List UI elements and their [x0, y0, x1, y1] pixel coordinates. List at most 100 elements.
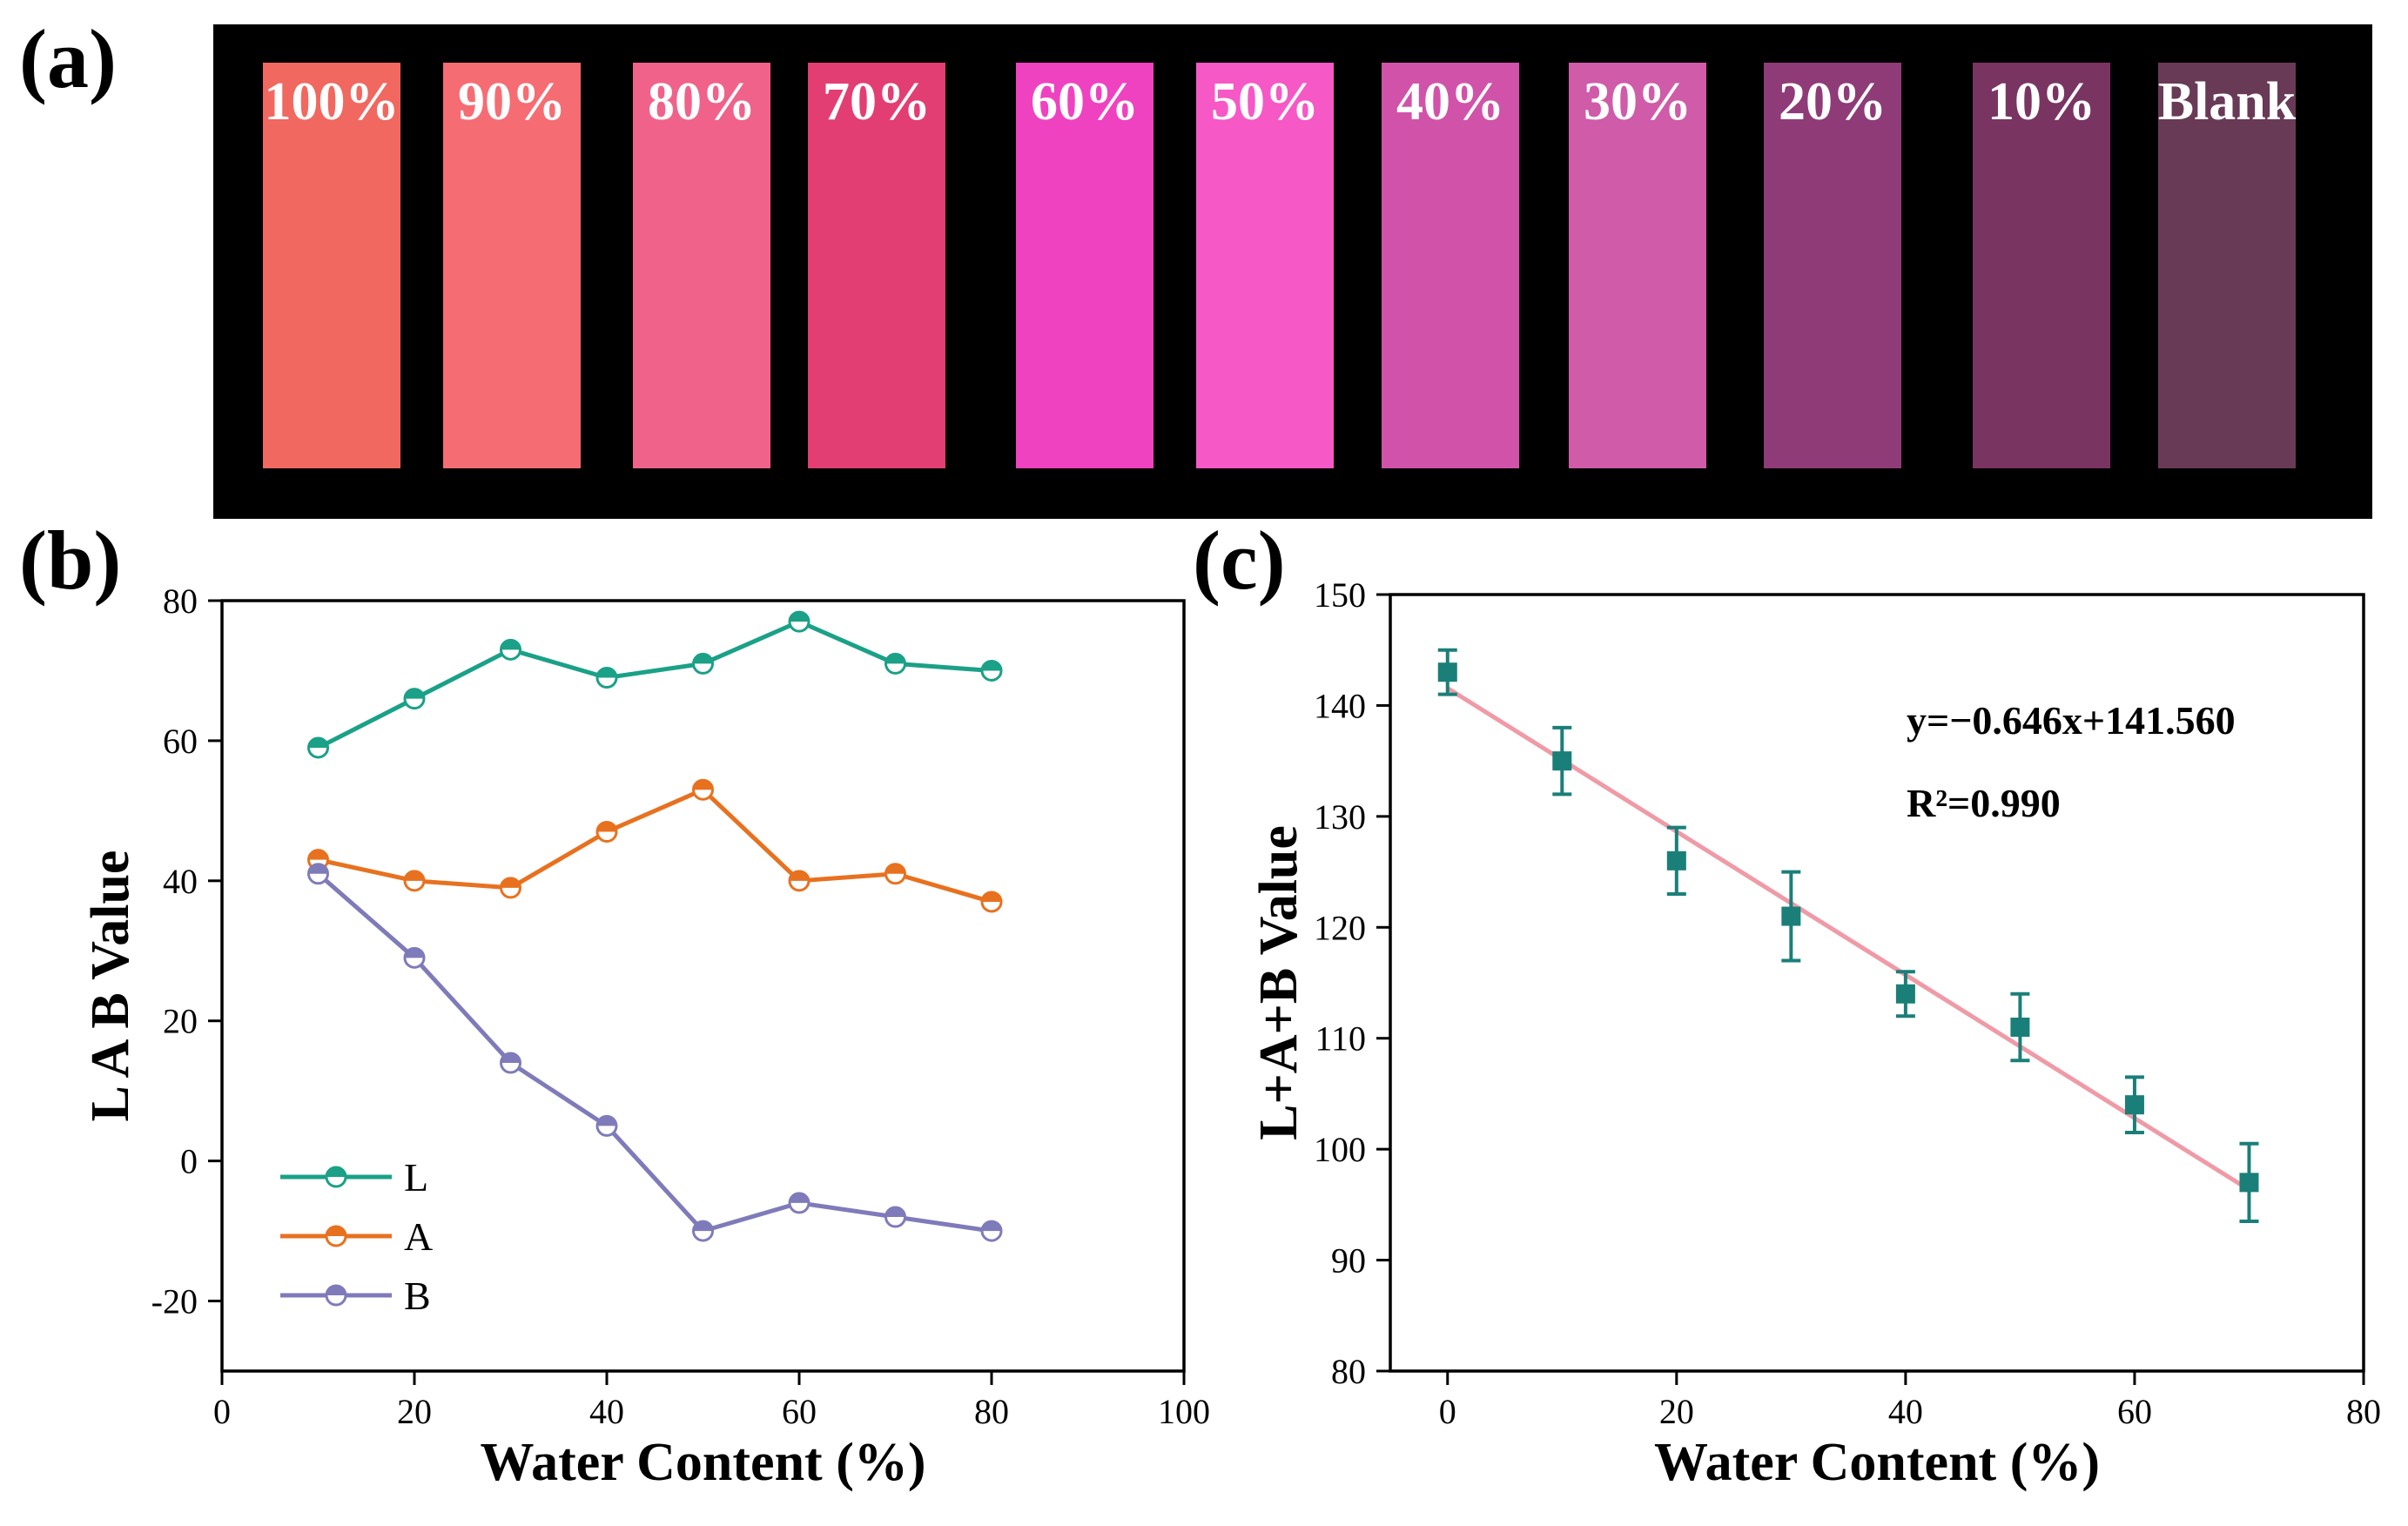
data-point	[2010, 992, 2030, 1063]
marker-fill	[326, 1167, 346, 1177]
x-tick-label: 60	[2117, 1392, 2152, 1431]
test-strip: 50%	[1196, 63, 1334, 468]
x-tick-label: 20	[1659, 1392, 1694, 1431]
marker-fill	[405, 948, 424, 958]
marker-fill	[790, 871, 809, 881]
legend-label: A	[404, 1214, 433, 1259]
data-point	[692, 1220, 714, 1242]
y-tick-label: 90	[1331, 1241, 1366, 1281]
y-tick-label: 130	[1314, 797, 1366, 837]
marker-fill	[597, 822, 616, 832]
data-point	[885, 1206, 906, 1228]
data-point	[980, 659, 1003, 682]
plot-frame	[220, 599, 1186, 1373]
y-tick-label: 20	[163, 1002, 198, 1041]
test-strip-photo: 100% 90% 80% 70% 60% 50% 40% 30% 20% 10% Blank	[213, 24, 2372, 519]
y-tick-label: 80	[163, 581, 198, 621]
data-point	[500, 638, 521, 661]
legend-label: B	[404, 1274, 431, 1318]
plot-frame	[1389, 593, 2365, 1373]
test-strip: Blank	[2158, 63, 2296, 468]
series-line-A	[317, 787, 992, 904]
data-point	[403, 870, 426, 892]
marker-fill	[982, 661, 1001, 671]
data-point	[788, 870, 811, 892]
fit-r-squared: R²=0.990	[1907, 781, 2061, 825]
strip-label: 20%	[1779, 72, 1887, 131]
data-point	[325, 1166, 347, 1188]
strip-label: 10%	[1988, 72, 2095, 131]
y-tick-label: 100	[1314, 1130, 1366, 1169]
x-axis-title: Water Content (%)	[1654, 1433, 2100, 1492]
marker-fill	[405, 689, 424, 699]
data-point	[980, 891, 1003, 913]
legend-label: L	[404, 1155, 428, 1200]
data-point	[307, 736, 329, 759]
data-point	[2239, 1141, 2259, 1223]
legend-item: B	[280, 1274, 431, 1318]
y-tick-label: 140	[1314, 686, 1366, 725]
data-point	[403, 946, 426, 969]
marker-fill	[885, 864, 905, 874]
strip-label: Blank	[2157, 72, 2297, 131]
x-tick-label: 40	[1888, 1392, 1923, 1431]
y-axis-title: L A B Value	[81, 850, 140, 1122]
y-tick-label: 110	[1315, 1019, 1366, 1059]
marker-fill	[885, 1207, 905, 1217]
test-strip: 80%	[633, 63, 770, 468]
strip-label: 50%	[1211, 72, 1319, 131]
data-point	[1781, 870, 1801, 963]
data-point	[595, 667, 618, 689]
square-marker	[2239, 1173, 2259, 1193]
marker-fill	[597, 668, 616, 678]
fit-line	[1446, 686, 2250, 1192]
data-point	[980, 1220, 1003, 1242]
strip-label: 40%	[1396, 72, 1504, 131]
square-marker	[1552, 751, 1572, 771]
panel-label-a: (a)	[19, 12, 117, 105]
data-point	[325, 1284, 347, 1307]
x-tick-label: 80	[2346, 1392, 2381, 1431]
data-point	[595, 1114, 618, 1137]
series-line-L	[317, 619, 992, 750]
test-strip: 40%	[1382, 63, 1519, 468]
y-tick-label: 40	[163, 862, 198, 901]
series-line-B	[316, 871, 992, 1234]
y-tick-label: 80	[1331, 1352, 1366, 1391]
strip-label: 30%	[1584, 72, 1692, 131]
panel-label-b: (b)	[19, 514, 122, 607]
data-point	[1666, 825, 1686, 897]
data-point	[1552, 725, 1572, 797]
test-strip: 20%	[1764, 63, 1901, 468]
strip-label: 70%	[823, 72, 931, 131]
x-tick-label: 60	[782, 1392, 817, 1431]
test-strip: 60%	[1016, 63, 1154, 468]
strip-label: 100%	[264, 72, 400, 131]
square-marker	[1781, 906, 1801, 926]
marker-fill	[790, 1193, 809, 1203]
legend-item: A	[280, 1214, 433, 1259]
data-point	[500, 1052, 521, 1074]
data-point	[788, 1192, 811, 1214]
square-marker	[1895, 984, 1915, 1004]
x-tick-label: 40	[589, 1392, 624, 1431]
y-tick-label: 60	[163, 722, 198, 761]
y-tick-label: 0	[180, 1142, 198, 1181]
x-tick-label: 100	[1158, 1392, 1210, 1431]
marker-fill	[885, 654, 905, 664]
marker-fill	[982, 1221, 1001, 1232]
panel-label-c: (c)	[1193, 514, 1286, 607]
square-marker	[2010, 1017, 2030, 1037]
test-strip: 90%	[443, 63, 581, 468]
marker-fill	[308, 737, 328, 748]
data-point	[403, 688, 426, 710]
strip-label: 80%	[648, 72, 756, 131]
marker-fill	[501, 1053, 521, 1063]
data-point	[885, 652, 906, 675]
data-point	[2124, 1075, 2144, 1135]
strip-label: 60%	[1031, 72, 1139, 131]
x-tick-label: 20	[397, 1392, 432, 1431]
marker-fill	[501, 877, 521, 888]
data-point	[307, 863, 329, 885]
